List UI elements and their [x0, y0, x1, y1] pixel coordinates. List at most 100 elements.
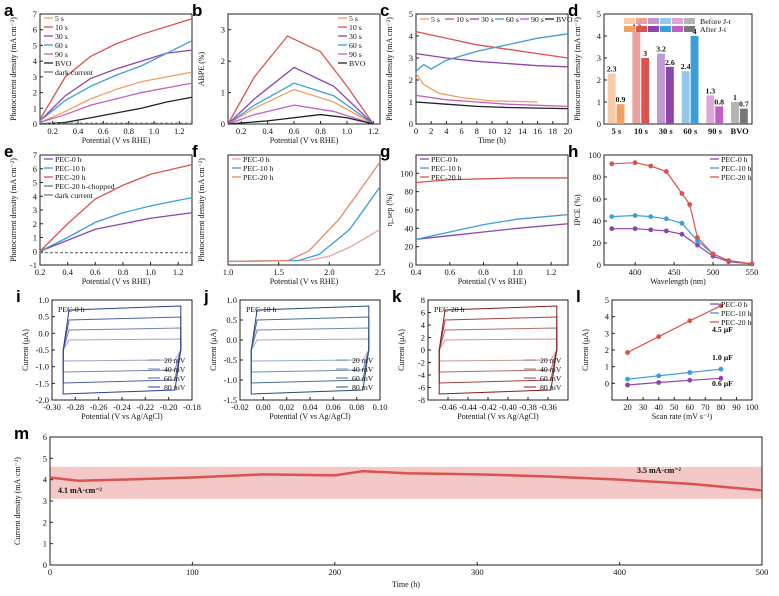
- bar-after: [715, 106, 724, 124]
- series-line: [39, 18, 193, 120]
- x-tick-label: 0.8: [118, 267, 129, 277]
- y-tick-label: 0: [33, 119, 37, 129]
- x-tick-label: -0.42: [479, 402, 497, 412]
- y-tick-label: 4: [605, 312, 610, 322]
- y-tick-label: 3: [605, 328, 609, 338]
- x-tick-label: -0.22: [136, 402, 154, 412]
- y-tick-label: -1.5: [36, 378, 49, 388]
- y-tick-label: 3: [409, 53, 413, 63]
- bar-before: [657, 53, 665, 124]
- x-axis-label: Potential (V vs RHE): [270, 277, 339, 286]
- x-tick-label: 0: [48, 567, 52, 577]
- x-tick-label: 2: [429, 126, 433, 136]
- axes-frame-b: [227, 13, 381, 125]
- bar-after: [665, 66, 674, 124]
- y-tick-label: 5: [409, 9, 413, 19]
- x-tick-label: 450: [668, 267, 681, 277]
- legend-label: PEC-10 h: [55, 164, 86, 173]
- y-axis-label: Current density (mA·cm⁻²): [13, 457, 22, 545]
- legend-swatch-after: [624, 26, 635, 32]
- cv-loop: [250, 305, 370, 395]
- series-line: [39, 82, 193, 124]
- series-line: [227, 35, 374, 125]
- y-tick-label: 0: [421, 345, 425, 355]
- series-line: [227, 228, 381, 263]
- cv-loop: [62, 305, 182, 395]
- y-tick-label: 80: [405, 187, 414, 197]
- x-axis-label: Time (h): [478, 136, 506, 145]
- legend-label: 5 s: [55, 14, 64, 23]
- x-tick-label: 18: [549, 126, 558, 136]
- y-axis-label: Photocurrent density (mA cm⁻²): [573, 17, 582, 121]
- y-tick-label: 0.0: [38, 328, 49, 338]
- bar-after: [739, 108, 748, 124]
- x-axis-label: Potential (V vs RHE): [270, 136, 339, 145]
- x-tick-label: 100: [186, 567, 199, 577]
- y-tick-label: 5: [597, 9, 601, 19]
- panel-e: e 0.2 0.4 0.6 0.8 1.0 1.2 -1 0 1 2 3 4 5 6 7 Potential (…: [4, 142, 193, 286]
- series-line: [39, 71, 193, 124]
- x-tick-label: 10 s: [634, 126, 649, 136]
- y-tick-label: 4: [33, 191, 38, 201]
- legend-label: 90 s: [349, 50, 362, 59]
- bar-before: [632, 31, 641, 125]
- x-tick-label: 20: [564, 126, 573, 136]
- x-tick-label: 0.08: [349, 402, 364, 412]
- y-tick-label: 40: [405, 223, 414, 233]
- panel-j: j -0.02 0.00 0.02 0.04 0.06 0.08 0.10 -1.5 -1.0 -0…: [203, 287, 387, 421]
- series-line: [627, 305, 722, 354]
- x-tick-label: 12: [503, 126, 512, 136]
- x-tick-label: 0.02: [279, 402, 294, 412]
- series-line: [415, 223, 569, 240]
- x-tick-label: 1.2: [174, 126, 185, 136]
- x-tick-label: 16: [533, 126, 542, 136]
- panel-m: m 0 100 200 300 400 500 0 1 2 3 4 5 6 Time (h) Current …: [13, 424, 768, 589]
- bar-value-label: 3: [643, 49, 647, 58]
- x-tick-label: 500: [756, 567, 769, 577]
- y-tick-label: 0: [597, 119, 601, 129]
- y-tick-label: 5: [33, 40, 37, 50]
- series-line: [627, 368, 721, 380]
- legend-swatch-after: [660, 26, 671, 32]
- series-line: [39, 40, 193, 122]
- x-axis-label: Potential (V vs RHE): [82, 277, 151, 286]
- bar-value-label: 0.9: [616, 95, 626, 104]
- y-tick-label: 100: [588, 150, 601, 160]
- panel-label-h: h: [568, 142, 578, 161]
- x-tick-label: -0.02: [231, 402, 249, 412]
- legend-label: 10 s: [349, 23, 362, 32]
- legend-label: 10 s: [456, 15, 469, 24]
- x-tick-label: 1.2: [546, 267, 557, 277]
- y-tick-label: -1.0: [224, 375, 237, 385]
- x-tick-label: 90 s: [708, 126, 723, 136]
- legend-label: PEC-0 h: [55, 155, 82, 164]
- y-tick-label: 20: [593, 238, 602, 248]
- panel-b: b 0.2 0.4 0.6 0.8 1.0 1.2 0 1 2 3 Potential (V vs R…: [192, 1, 381, 145]
- legend-label: 30 s: [55, 32, 68, 41]
- legend-label: 80 mV: [540, 383, 562, 392]
- x-tick-label: 0.2: [47, 126, 58, 136]
- y-axis-label: IPCE (%): [573, 194, 582, 226]
- x-tick-label: 1.0: [223, 267, 234, 277]
- y-tick-label: 20: [405, 242, 414, 252]
- x-axis-label: Potential (V vs Ag/AgCl): [457, 412, 539, 421]
- axes-frame-m: [49, 436, 763, 566]
- x-tick-label: 1.0: [145, 267, 156, 277]
- x-tick-label: 8: [475, 126, 479, 136]
- series-line: [39, 163, 193, 252]
- y-tick-label: 3: [43, 496, 47, 506]
- legend-swatch-before: [636, 18, 647, 24]
- data-point: [609, 214, 615, 220]
- legend-label: BVO: [349, 59, 366, 68]
- panel-a: a 0.2 0.4 0.6 0.8 1.0 1.2 0 1 2 3 4 5 6 7 Potential (V …: [4, 1, 193, 145]
- legend-label: 5 s: [431, 15, 440, 24]
- legend-label: PEC-20 h: [721, 173, 752, 182]
- bar-after: [641, 58, 650, 124]
- y-tick-label: 3: [33, 205, 37, 215]
- panel-label-b: b: [192, 1, 202, 20]
- series-line: [227, 113, 374, 125]
- y-tick-label: 0: [43, 560, 47, 570]
- y-tick-label: 0: [409, 260, 413, 270]
- legend-label: 40 mV: [352, 365, 374, 374]
